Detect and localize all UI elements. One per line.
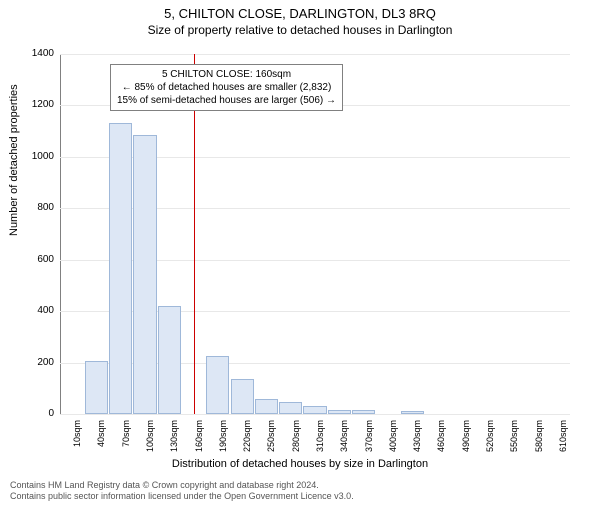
chart-container: 5, CHILTON CLOSE, DARLINGTON, DL3 8RQ Si… [0,6,600,506]
annotation-line2: ← 85% of detached houses are smaller (2,… [117,81,336,94]
x-tick-label: 490sqm [461,420,471,460]
x-tick-label: 40sqm [96,420,106,460]
x-tick-label: 400sqm [388,420,398,460]
footer-line1: Contains HM Land Registry data © Crown c… [10,480,354,491]
annotation-line3: 15% of semi-detached houses are larger (… [117,94,336,107]
histogram-bar [255,399,278,414]
histogram-bar [158,306,181,414]
x-tick-label: 160sqm [194,420,204,460]
y-tick-label: 0 [24,408,54,419]
x-tick-label: 610sqm [558,420,568,460]
x-tick-label: 430sqm [412,420,422,460]
y-tick-label: 1400 [24,48,54,59]
x-tick-label: 70sqm [121,420,131,460]
annotation-box: 5 CHILTON CLOSE: 160sqm ← 85% of detache… [110,64,343,111]
chart-subtitle: Size of property relative to detached ho… [0,23,600,37]
histogram-bar [133,135,156,414]
annotation-line1: 5 CHILTON CLOSE: 160sqm [117,68,336,81]
x-tick-label: 220sqm [242,420,252,460]
x-tick-label: 520sqm [485,420,495,460]
x-tick-label: 100sqm [145,420,155,460]
histogram-bar [303,406,326,414]
y-tick-label: 200 [24,357,54,368]
chart-area: 020040060080010001200140010sqm40sqm70sqm… [60,54,570,414]
y-axis-label: Number of detached properties [8,84,20,236]
footer: Contains HM Land Registry data © Crown c… [10,480,354,502]
x-tick-label: 190sqm [218,420,228,460]
y-tick-label: 1000 [24,151,54,162]
x-axis-label: Distribution of detached houses by size … [0,458,600,470]
gridline [60,414,570,415]
gridline [60,54,570,55]
y-tick-label: 600 [24,254,54,265]
y-axis-line [60,54,61,414]
histogram-bar [109,123,132,414]
histogram-bar [85,361,108,414]
y-tick-label: 400 [24,305,54,316]
histogram-bar [206,356,229,414]
x-tick-label: 280sqm [291,420,301,460]
x-tick-label: 460sqm [436,420,446,460]
x-tick-label: 10sqm [72,420,82,460]
histogram-bar [401,411,424,414]
x-tick-label: 370sqm [364,420,374,460]
y-tick-label: 800 [24,202,54,213]
x-tick-label: 310sqm [315,420,325,460]
x-tick-label: 250sqm [266,420,276,460]
x-tick-label: 340sqm [339,420,349,460]
histogram-bar [279,402,302,414]
histogram-bar [231,379,254,414]
histogram-bar [328,410,351,414]
histogram-bar [352,410,375,414]
x-tick-label: 580sqm [534,420,544,460]
y-tick-label: 1200 [24,99,54,110]
footer-line2: Contains public sector information licen… [10,491,354,502]
x-tick-label: 550sqm [509,420,519,460]
chart-title: 5, CHILTON CLOSE, DARLINGTON, DL3 8RQ [0,6,600,21]
x-tick-label: 130sqm [169,420,179,460]
